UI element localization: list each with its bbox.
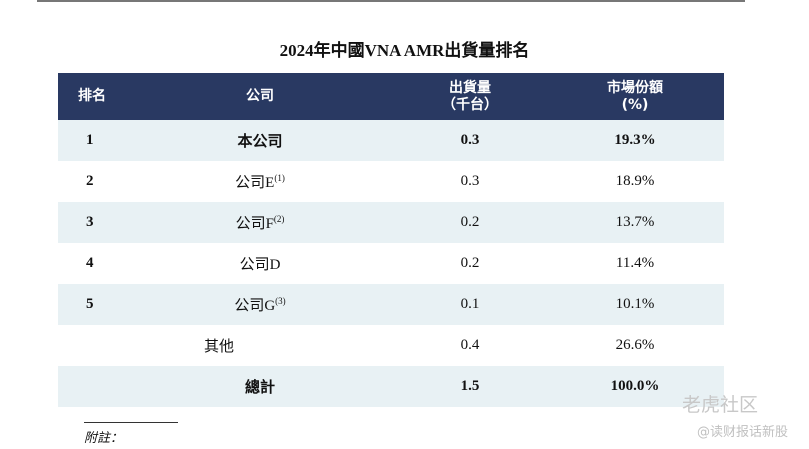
total-row: 總計 1.5 100.0% [58, 366, 724, 407]
table-row: 3 公司F(2) 0.2 13.7% [58, 202, 724, 243]
footnote-label: 附註： [84, 430, 124, 445]
ranking-table: 排名 公司 出貨量 （千台） 市場份額 (%) 1 本公司 0.3 19.3% … [58, 73, 724, 407]
table-row: 5 公司G(3) 0.1 10.1% [58, 284, 724, 325]
table-title: 2024年中國VNA AMR出貨量排名 [279, 41, 530, 60]
share-cell: 26.6% [615, 337, 655, 353]
company-cell: 公司F(2) [126, 202, 394, 243]
header-company: 公司 [126, 73, 394, 120]
company-cell: 總計 [126, 366, 394, 407]
footnote-ref: (1) [274, 173, 285, 183]
shipment-cell: 0.1 [394, 284, 546, 325]
header-shipment: 出貨量 （千台） [394, 73, 546, 120]
header-share: 市場份額 (%) [546, 73, 724, 120]
shipment-cell: 0.2 [460, 255, 480, 271]
footnote-ref: (2) [273, 214, 285, 224]
shipment-cell: 0.3 [460, 173, 480, 189]
rank-cell: 1 [58, 120, 126, 161]
company-name: 公司G [234, 298, 276, 314]
table-row: 4 公司D 0.2 11.4% [58, 243, 724, 284]
top-rule [37, 0, 745, 2]
shipment-cell: 0.2 [394, 202, 546, 243]
shipment-cell: 1.5 [394, 366, 546, 407]
company-name: 公司F [235, 216, 274, 232]
watermark-handle: @读财报话新股 [697, 425, 789, 440]
footnote-ref: (3) [275, 296, 286, 306]
rank-cell: 5 [58, 284, 126, 325]
rank-cell [58, 325, 126, 366]
company-cell: 公司D [239, 257, 281, 273]
rank-cell: 2 [86, 173, 94, 189]
shipment-cell: 0.3 [394, 120, 546, 161]
share-cell: 13.7% [546, 202, 724, 243]
company-cell: 本公司 [126, 120, 394, 161]
company-cell: 公司E(1) [126, 161, 394, 202]
share-cell: 11.4% [615, 255, 655, 271]
table-row: 其他 0.4 26.6% [58, 325, 724, 366]
share-cell: 18.9% [615, 173, 655, 189]
footnote-rule [84, 422, 178, 423]
watermark-logo: 老虎社区 [682, 394, 759, 416]
table-row: 2 公司E(1) 0.3 18.9% [58, 161, 724, 202]
share-cell: 10.1% [546, 284, 724, 325]
company-name: 公司E [235, 175, 275, 191]
share-cell: 100.0% [546, 366, 724, 407]
header-rank: 排名 [58, 73, 126, 120]
table-row: 1 本公司 0.3 19.3% [58, 120, 724, 161]
rank-cell: 4 [86, 255, 94, 271]
rank-cell: 3 [58, 202, 126, 243]
company-cell: 公司G(3) [126, 284, 394, 325]
shipment-cell: 0.4 [460, 337, 480, 353]
company-cell: 其他 [204, 339, 235, 355]
rank-cell [58, 366, 126, 407]
share-cell: 19.3% [546, 120, 724, 161]
header-row: 排名 公司 出貨量 （千台） 市場份額 (%) [58, 73, 724, 120]
